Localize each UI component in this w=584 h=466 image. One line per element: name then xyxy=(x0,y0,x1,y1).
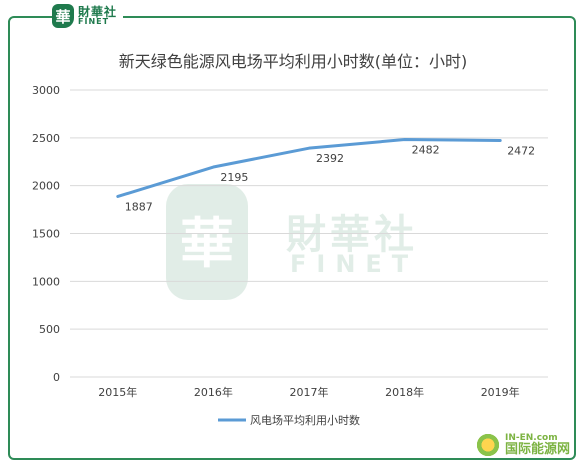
in-en-logo-en: IN-EN.com xyxy=(504,433,558,443)
finet-logo-mark: 華 xyxy=(52,4,74,28)
gridlines xyxy=(70,89,548,378)
y-tick-label: 1500 xyxy=(32,228,60,241)
data-label: 1887 xyxy=(125,200,153,213)
y-tick-label: 500 xyxy=(39,323,60,336)
y-tick-label: 2000 xyxy=(32,180,60,193)
finet-logo-cn: 財華社 xyxy=(78,5,118,19)
watermark-mark: 華 xyxy=(180,212,234,275)
x-tick-label: 2018年 xyxy=(385,385,424,399)
x-tick-label: 2016年 xyxy=(194,385,233,399)
legend: 风电场平均利用小时数 xyxy=(218,413,360,427)
in-en-logo: IN-EN.com 国际能源网 xyxy=(474,432,570,458)
chart-title: 新天绿色能源风电场平均利用小时数(单位：小时) xyxy=(119,52,468,71)
data-labels: 1887 2195 2392 2482 2472 xyxy=(125,144,535,214)
series-layer xyxy=(116,138,502,198)
finet-logo: 華 財華社 FINET xyxy=(52,3,124,29)
finet-logo-en: FINET xyxy=(78,17,110,26)
x-tick-label: 2017年 xyxy=(290,385,329,399)
x-tick-label: 2015年 xyxy=(98,385,137,399)
in-en-logo-cn: 国际能源网 xyxy=(504,442,570,457)
watermark-cn: 財華社 xyxy=(286,212,418,258)
y-tick-label: 1000 xyxy=(32,275,60,288)
x-tick-label: 2019年 xyxy=(481,385,520,399)
y-tick-label: 3000 xyxy=(32,84,60,97)
series-line-0 xyxy=(116,138,502,198)
watermark: 華 財華社 FINET xyxy=(166,184,418,300)
watermark-shape xyxy=(166,184,248,300)
data-label: 2195 xyxy=(220,171,248,184)
legend-label: 风电场平均利用小时数 xyxy=(250,413,360,427)
data-label: 2482 xyxy=(412,144,440,157)
y-axis-ticks: 0 500 1000 1500 2000 2500 3000 xyxy=(32,84,60,384)
y-tick-label: 2500 xyxy=(32,132,60,145)
watermark-en: FINET xyxy=(290,250,418,278)
y-tick-label: 0 xyxy=(53,371,60,384)
x-axis-ticks: 2015年 2016年 2017年 2018年 2019年 xyxy=(98,385,519,399)
data-label: 2392 xyxy=(316,152,344,165)
sun-icon xyxy=(474,432,501,458)
data-label: 2472 xyxy=(507,145,535,158)
